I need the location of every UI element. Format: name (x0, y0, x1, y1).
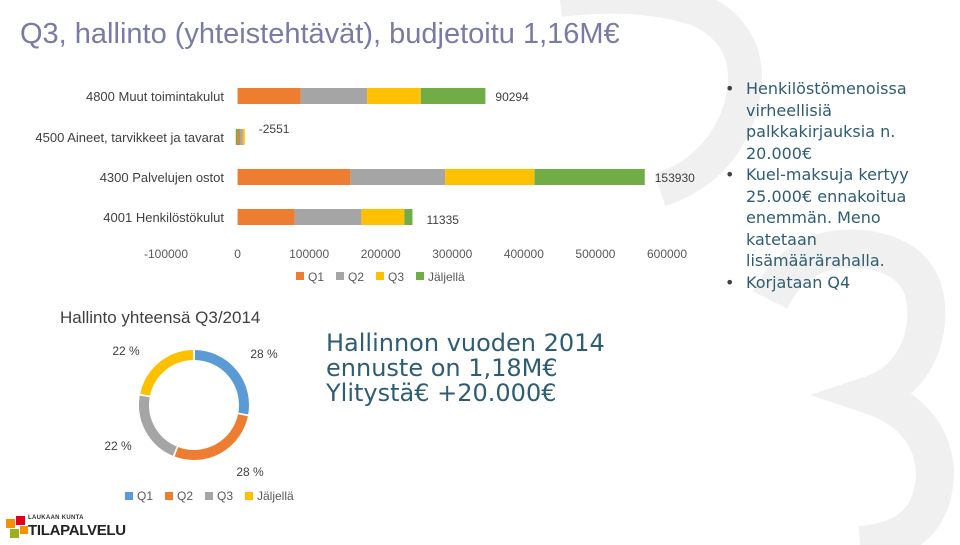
legend-swatch (416, 272, 424, 280)
notes-list: Henkilöstömenoissa virheellisiä palkkaki… (725, 78, 953, 293)
category-label: 4300 Palvelujen ostot (100, 170, 225, 185)
note-item: Kuel-maksuja kertyy 25.000€ ennakoitua e… (725, 164, 953, 272)
bar-segment (242, 129, 245, 145)
donut-slice (174, 414, 248, 460)
legend-label: Jäljellä (428, 270, 465, 284)
donut-label: 22 % (104, 439, 132, 453)
x-tick-label: 500000 (575, 247, 615, 261)
bar-segment (445, 169, 535, 185)
note-item: Korjataan Q4 (725, 272, 953, 294)
legend-swatch (245, 492, 253, 500)
bar-segment (361, 209, 405, 225)
legend-label: Q2 (348, 270, 364, 284)
x-tick-label: 600000 (647, 247, 687, 261)
bar-segment (350, 169, 446, 185)
forecast-line: ennuste on 1,18M€ (326, 354, 558, 382)
legend-label: Q1 (308, 270, 324, 284)
legend-swatch (165, 492, 173, 500)
donut-label: 22 % (112, 344, 140, 358)
bar-segment (237, 209, 295, 225)
bar-segment (300, 88, 368, 104)
donut-slice (194, 350, 249, 415)
bar-chart: 4800 Muut toimintakulut 90294 4500 Aineet,… (35, 88, 695, 284)
data-label: 153930 (655, 171, 695, 185)
logo-text-small: LAUKAAN KUNTA (28, 515, 84, 521)
bar-segment (404, 209, 413, 225)
category-label: 4500 Aineet, tarvikkeet ja tavarat (35, 130, 224, 145)
bar-segment (240, 129, 243, 145)
legend-swatch (376, 272, 384, 280)
tilapalvelu-logo (6, 516, 28, 538)
x-tick-label: 400000 (504, 247, 544, 261)
data-label: -2551 (259, 122, 290, 136)
legend-swatch (336, 272, 344, 280)
forecast-text: Hallinnon vuoden 2014 ennuste on 1,18M€ … (326, 331, 605, 406)
legend-swatch (125, 492, 133, 500)
bar-segment (237, 169, 351, 185)
legend-label: Q3 (217, 489, 233, 503)
x-tick-label: 0 (234, 247, 241, 261)
bar-segment (235, 129, 238, 145)
donut-label: 28 % (236, 465, 264, 479)
data-label: 90294 (495, 90, 529, 104)
bar-segment (237, 129, 241, 145)
legend-swatch (296, 272, 304, 280)
x-tick-label: 200000 (361, 247, 401, 261)
x-tick-label: 300000 (432, 247, 472, 261)
page-title: Q3, hallinto (yhteistehtävät), budjetoit… (20, 18, 620, 50)
forecast-line: Hallinnon vuoden 2014 (326, 329, 605, 357)
bar-segment (367, 88, 421, 104)
legend-label: Q1 (137, 489, 153, 503)
category-label: 4800 Muut toimintakulut (86, 89, 224, 104)
x-tick-label: 100000 (289, 247, 329, 261)
data-label: 11335 (426, 213, 459, 227)
x-tick-label: -100000 (144, 247, 188, 261)
donut-title: Hallinto yhteensä Q3/2014 (60, 308, 261, 327)
legend-label: Q3 (388, 270, 404, 284)
bar-segment (534, 169, 645, 185)
bar-segment (420, 88, 486, 104)
bar-segment (294, 209, 362, 225)
category-label: 4001 Henkilöstökulut (103, 210, 224, 225)
legend-swatch (205, 492, 213, 500)
legend-label: Q2 (177, 489, 193, 503)
note-item: Henkilöstömenoissa virheellisiä palkkaki… (725, 78, 953, 164)
donut-slice (139, 395, 177, 456)
donut-label: 28 % (250, 347, 278, 361)
bar-segment (237, 88, 301, 104)
logo-text-big: TILAPALVELU (28, 522, 126, 539)
donut-slice (140, 350, 194, 397)
forecast-line: Ylitystä€ +20.000€ (326, 379, 557, 407)
legend-label: Jäljellä (257, 489, 294, 503)
